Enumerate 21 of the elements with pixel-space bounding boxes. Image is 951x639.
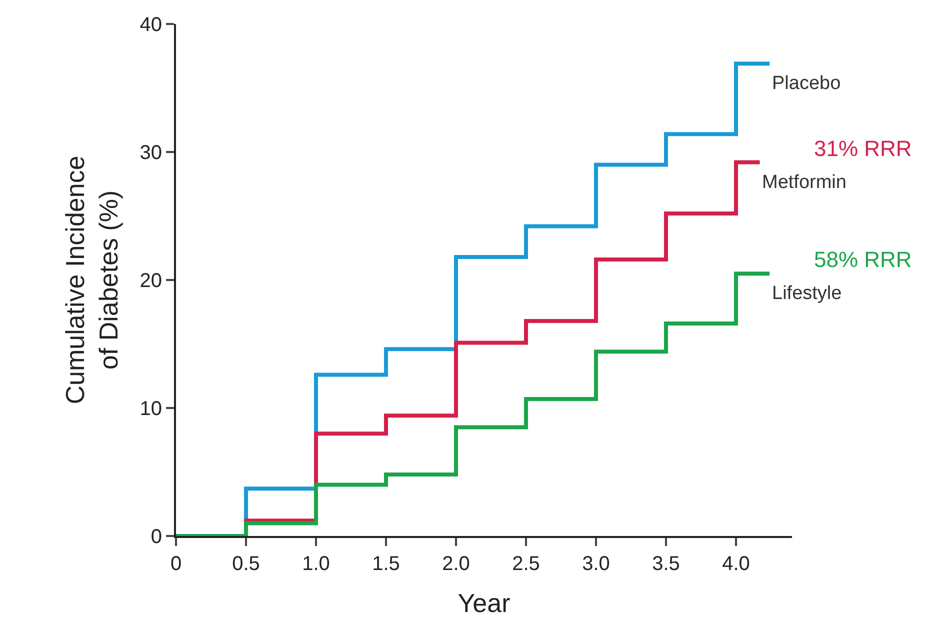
x-tick-label: 4.0: [722, 553, 750, 575]
x-tick-label: 0.5: [232, 553, 260, 575]
x-tick-label: 3.5: [652, 553, 680, 575]
text: 31% RRR: [814, 136, 912, 161]
series-label: Metformin: [762, 172, 846, 193]
y-tick-label: 20: [140, 270, 162, 292]
y-tick-label: 30: [140, 142, 162, 164]
series-label: Lifestyle: [772, 283, 842, 304]
x-axis-title: Year: [458, 588, 511, 618]
x-tick-label: 1.0: [302, 553, 330, 575]
x-tick-label: 2.5: [512, 553, 540, 575]
x-tick-label: 3.0: [582, 553, 610, 575]
y-axis-title: Cumulative Incidence of Diabetes (%): [60, 156, 124, 404]
text: 58% RRR: [814, 247, 912, 272]
series-label: Placebo: [772, 73, 841, 94]
x-tick-label: 1.5: [372, 553, 400, 575]
y-tick-label: 0: [150, 526, 162, 548]
x-tick-label: 0: [170, 553, 182, 575]
x-tick-label: 2.0: [442, 553, 470, 575]
y-tick-label: 40: [140, 14, 162, 36]
y-tick-label: 10: [140, 398, 162, 420]
